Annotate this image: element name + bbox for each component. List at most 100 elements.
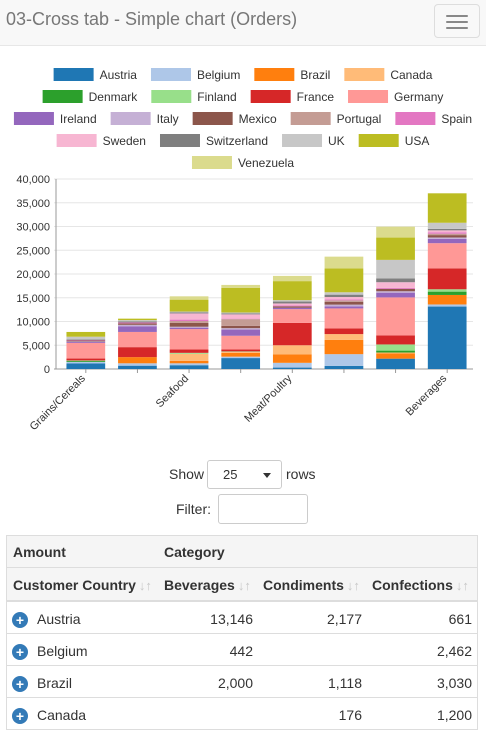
bar-segment xyxy=(428,292,467,295)
bar-segment xyxy=(170,327,209,328)
legend-swatch xyxy=(254,68,294,81)
menu-bar xyxy=(446,21,468,23)
table-header-row: Amount Category xyxy=(7,536,477,568)
x-tick-label: Meat/Poultry xyxy=(242,372,294,424)
x-tick-label: Grains/Cereals xyxy=(28,372,89,433)
bar-segment xyxy=(325,295,364,297)
bar-segment xyxy=(325,334,364,340)
y-tick-label: 15,000 xyxy=(16,293,50,305)
row-country: Austria xyxy=(37,611,81,627)
column-header-customer-country[interactable]: Customer Country↓↑ xyxy=(13,577,152,593)
bar-segment xyxy=(325,297,364,299)
hamburger-menu-icon[interactable] xyxy=(434,4,480,38)
filter-input[interactable] xyxy=(218,494,308,524)
menu-bar xyxy=(446,27,468,29)
bar-segment xyxy=(221,326,260,328)
legend-label: France xyxy=(297,90,335,104)
bar-segment xyxy=(170,350,209,353)
cell-confections: 1,200 xyxy=(367,707,472,723)
bar-segment xyxy=(376,353,415,354)
bar-segment xyxy=(118,332,157,347)
sort-icon: ↓↑ xyxy=(456,578,469,593)
legend-swatch xyxy=(43,90,83,103)
bar-segment xyxy=(376,227,415,238)
y-tick-label: 40,000 xyxy=(16,174,50,186)
bar-segment xyxy=(221,285,260,288)
expand-plus-icon[interactable]: + xyxy=(12,708,28,724)
category-header: Category xyxy=(164,544,225,560)
bar-segment xyxy=(221,353,260,357)
bar-segment xyxy=(170,320,209,321)
y-tick-label: 0 xyxy=(44,364,50,376)
legend-swatch xyxy=(160,134,200,147)
column-header-confections[interactable]: Confections↓↑ xyxy=(372,577,469,593)
row-country: Belgium xyxy=(37,643,88,659)
bar-segment xyxy=(118,366,157,369)
bar-segment xyxy=(325,340,364,354)
show-label: Show xyxy=(169,466,204,482)
pivot-table: Amount Category Customer Country↓↑ Bever… xyxy=(6,535,478,730)
legend-label: Portugal xyxy=(337,112,382,126)
bar-segment xyxy=(170,354,209,361)
row-country: Canada xyxy=(37,707,86,723)
expand-plus-icon[interactable]: + xyxy=(12,676,28,692)
bar-segment xyxy=(428,295,467,305)
table-row: + Canada 176 1,200 xyxy=(7,698,477,730)
legend-swatch xyxy=(57,134,97,147)
expand-plus-icon[interactable]: + xyxy=(12,644,28,660)
table-row: + Brazil 2,000 1,118 3,030 xyxy=(7,666,477,698)
column-header-condiments[interactable]: Condiments↓↑ xyxy=(263,577,360,593)
bar-segment xyxy=(118,323,157,324)
bar-segment xyxy=(221,357,260,358)
bar-segment xyxy=(273,308,312,309)
bar-segment xyxy=(325,257,364,269)
bar-segment xyxy=(325,292,364,294)
bar-segment xyxy=(376,344,415,350)
bar-segment xyxy=(273,309,312,323)
bar-segment xyxy=(221,319,260,326)
bar-segment xyxy=(170,296,209,299)
legend-swatch xyxy=(359,134,399,147)
bar-segment xyxy=(376,291,415,292)
legend-label: Mexico xyxy=(239,112,277,126)
bar-segment xyxy=(170,353,209,354)
bar-segment xyxy=(170,328,209,329)
bar-segment xyxy=(118,322,157,323)
bar-segment xyxy=(428,229,467,230)
bar-segment xyxy=(221,328,260,329)
bar-segment xyxy=(118,326,157,332)
bar-segment xyxy=(221,330,260,336)
rows-select[interactable]: 25 xyxy=(207,460,282,489)
rows-select-value: 25 xyxy=(223,467,237,482)
bar-segment xyxy=(325,299,364,300)
bar-segment xyxy=(428,307,467,369)
bar-segment xyxy=(325,328,364,334)
sort-icon: ↓↑ xyxy=(139,578,152,593)
bar-segment xyxy=(118,363,157,365)
bar-segment xyxy=(170,365,209,369)
legend-swatch xyxy=(151,90,191,103)
bar-segment xyxy=(273,276,312,281)
legend-label: Finland xyxy=(197,90,236,104)
bar-segment xyxy=(376,289,415,291)
bar-segment xyxy=(221,352,260,353)
expand-plus-icon[interactable]: + xyxy=(12,612,28,628)
bar-segment xyxy=(170,323,209,327)
column-header-beverages[interactable]: Beverages↓↑ xyxy=(164,577,251,593)
bar-segment xyxy=(428,243,467,268)
bar-segment xyxy=(273,354,312,363)
navbar: 03-Cross tab - Simple chart (Orders) xyxy=(0,0,486,46)
bar-segment xyxy=(118,319,157,320)
legend-swatch xyxy=(193,112,233,125)
bar-segment xyxy=(170,321,209,323)
legend-label: Austria xyxy=(100,68,138,82)
legend-swatch xyxy=(251,90,291,103)
bar-segment xyxy=(170,329,209,349)
bar-segment xyxy=(428,235,467,237)
bar-segment xyxy=(273,368,312,369)
bar-segment xyxy=(428,239,467,243)
bar-segment xyxy=(170,312,209,313)
bar-segment xyxy=(273,305,312,306)
bar-segment xyxy=(273,281,312,300)
bar-segment xyxy=(325,354,364,366)
